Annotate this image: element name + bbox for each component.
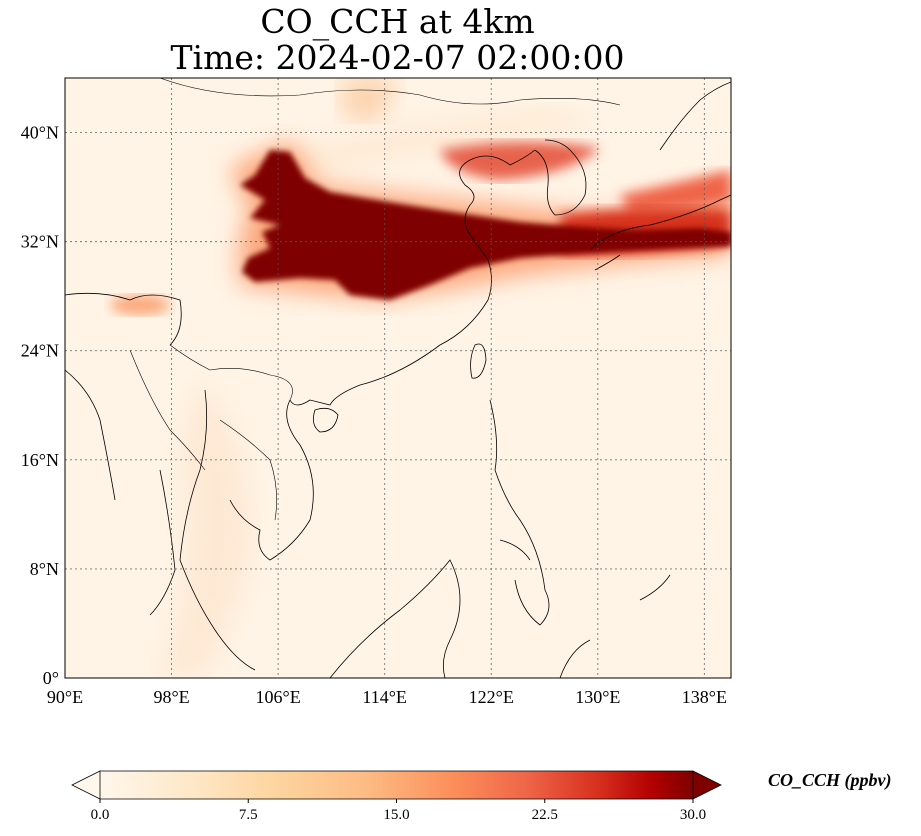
background-field [65,78,731,678]
colorbar-extend-max [692,770,722,800]
colorbar-label: CO_CCH (ppbv) [768,770,892,790]
co-plume-core [240,150,731,300]
colorbar: 0.0 7.5 15.0 22.5 30.0 [71,770,722,823]
lat-tick-label: 0° [43,668,59,688]
latitude-ticks: 0° 8°N 16°N 24°N 32°N 40°N [21,123,59,688]
lon-tick-label: 130°E [575,687,620,707]
colorbar-tick-label: 7.5 [239,807,258,823]
coastlines [65,78,731,678]
title-time: Time: 2024-02-07 02:00:00 [170,38,625,77]
lat-tick-label: 16°N [21,450,59,470]
lon-tick-label: 106°E [256,687,301,707]
map-plot-area [64,77,732,679]
colorbar-ticks: 0.0 7.5 15.0 22.5 30.0 [91,799,706,823]
lon-tick-label: 90°E [47,687,83,707]
lon-tick-label: 122°E [469,687,514,707]
lon-tick-label: 98°E [153,687,189,707]
title-variable: CO_CCH at 4km [260,2,535,41]
colorbar-extend-min [71,770,101,800]
colorbar-tick-label: 0.0 [91,807,110,823]
lat-tick-label: 24°N [21,341,59,361]
lon-tick-label: 114°E [362,687,407,707]
colorbar-tick-label: 22.5 [532,807,558,823]
lat-tick-label: 40°N [21,123,59,143]
longitude-ticks: 90°E 98°E 106°E 114°E 122°E 130°E 138°E [47,687,727,707]
lon-tick-label: 138°E [682,687,727,707]
lat-tick-label: 32°N [21,232,59,252]
lat-tick-label: 8°N [30,559,59,579]
colorbar-gradient [100,771,693,799]
map-frame [64,77,732,679]
colorbar-tick-label: 30.0 [680,807,706,823]
chart-title: CO_CCH at 4km Time: 2024-02-07 02:00:00 [0,4,795,76]
colorbar-tick-label: 15.0 [383,807,409,823]
concentration-field [110,78,731,678]
